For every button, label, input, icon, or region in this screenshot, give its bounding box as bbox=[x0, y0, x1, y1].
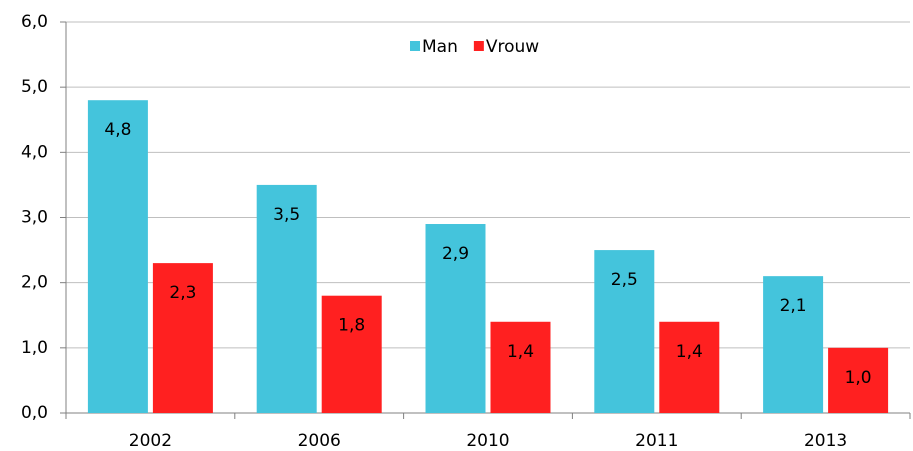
value-label: 2,1 bbox=[780, 296, 807, 316]
bar bbox=[594, 250, 655, 413]
x-tick-label: 2013 bbox=[804, 431, 847, 451]
y-tick-label: 5,0 bbox=[21, 77, 48, 97]
y-tick-label: 1,0 bbox=[21, 338, 48, 358]
bar bbox=[152, 263, 213, 413]
bar bbox=[321, 295, 382, 413]
y-tick-label: 2,0 bbox=[21, 273, 48, 293]
value-label: 1,4 bbox=[676, 342, 703, 362]
value-label: 3,5 bbox=[273, 205, 300, 225]
legend-label: Vrouw bbox=[486, 37, 539, 57]
bar bbox=[490, 321, 551, 413]
value-label: 1,8 bbox=[338, 316, 365, 336]
bar bbox=[763, 276, 824, 413]
legend-label: Man bbox=[422, 37, 458, 57]
value-label: 1,0 bbox=[845, 368, 872, 388]
value-label: 2,3 bbox=[169, 283, 196, 303]
x-tick-label: 2006 bbox=[298, 431, 341, 451]
value-label: 4,8 bbox=[104, 120, 131, 140]
value-label: 2,9 bbox=[442, 244, 469, 264]
x-tick-label: 2010 bbox=[466, 431, 509, 451]
legend-swatch bbox=[410, 41, 420, 51]
bar bbox=[425, 224, 486, 413]
y-tick-label: 0,0 bbox=[21, 403, 48, 423]
legend-swatch bbox=[473, 41, 484, 51]
y-tick-label: 3,0 bbox=[21, 208, 48, 228]
bar bbox=[256, 184, 317, 413]
value-label: 1,4 bbox=[507, 342, 534, 362]
x-tick-label: 2011 bbox=[635, 431, 678, 451]
x-tick-label: 2002 bbox=[129, 431, 172, 451]
bar bbox=[659, 321, 720, 413]
value-label: 2,5 bbox=[611, 270, 638, 290]
y-tick-label: 6,0 bbox=[21, 12, 48, 32]
bar bbox=[87, 100, 148, 413]
bar bbox=[828, 347, 889, 413]
y-tick-label: 4,0 bbox=[21, 142, 48, 162]
